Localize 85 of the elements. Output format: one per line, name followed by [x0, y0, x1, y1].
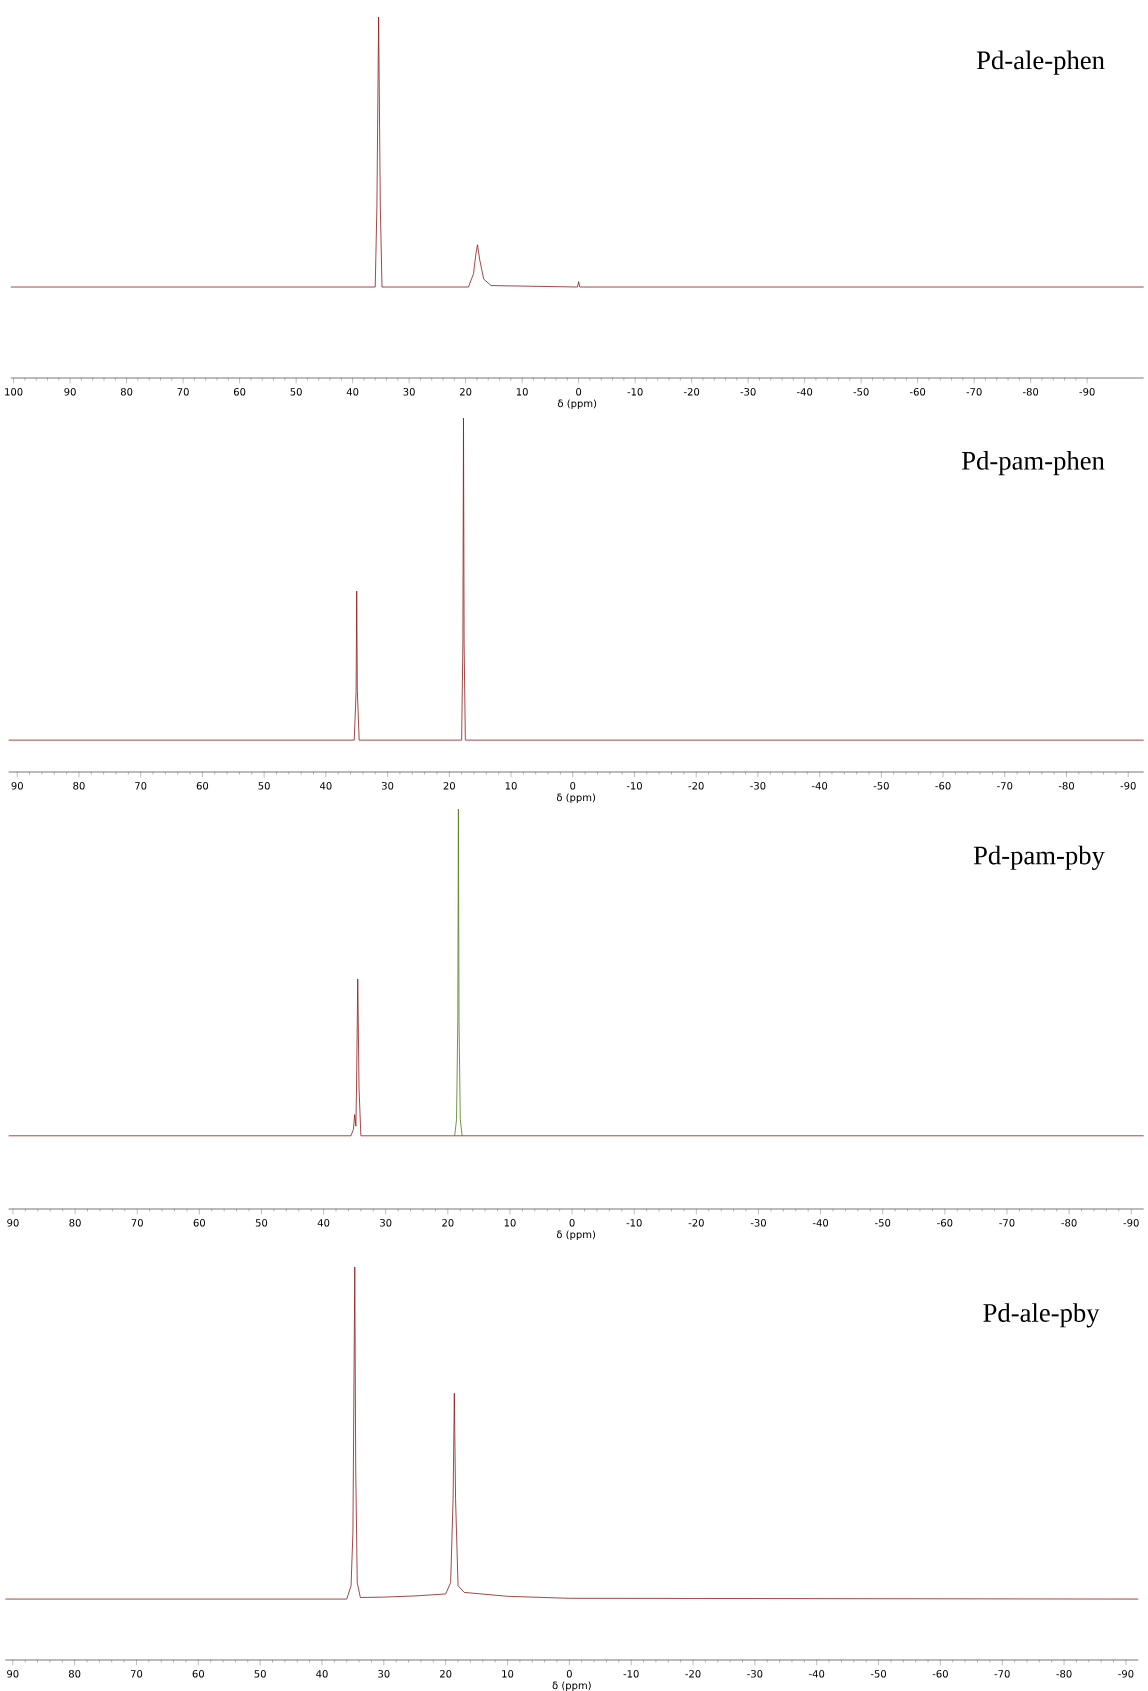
x-tick-label: -90 — [1079, 388, 1095, 396]
x-tick-label: 20 — [440, 1670, 452, 1678]
x-tick-label: -60 — [932, 1670, 948, 1678]
x-tick-label: -30 — [750, 1219, 766, 1227]
x-tick-label: 30 — [380, 1219, 392, 1227]
x-tick-label: -40 — [812, 1219, 829, 1227]
x-tick-label: 30 — [381, 782, 394, 790]
x-tick-label: -10 — [623, 1670, 639, 1678]
text: Pd-ale-pby — [983, 1303, 1100, 1328]
x-tick-label: 60 — [192, 1670, 205, 1678]
x-tick-label: 0 — [569, 1219, 575, 1227]
x-tick-label: 10 — [516, 388, 528, 396]
x-tick-label: 50 — [258, 782, 270, 790]
x-tick-label: 90 — [7, 1670, 19, 1678]
x-tick-label: 20 — [442, 1219, 454, 1227]
x-tick-label: 80 — [68, 1670, 81, 1678]
x-tick-label: -60 — [909, 388, 926, 396]
x-tick-label: -70 — [966, 388, 982, 396]
text: Pd-pam-phen — [962, 451, 1105, 476]
x-axis-title: δ (ppm) — [556, 793, 596, 804]
x-tick-label: 70 — [135, 782, 147, 790]
x-tick-label: 0 — [570, 782, 576, 790]
x-tick-label: -20 — [683, 388, 700, 396]
x-tick-label: -10 — [626, 1219, 642, 1227]
x-tick-label: -50 — [875, 1219, 891, 1227]
x-tick-label: 80 — [69, 1219, 81, 1227]
x-tick-label: -30 — [747, 1670, 763, 1678]
x-tick-label: 80 — [120, 388, 133, 396]
x-tick-label: -50 — [870, 1670, 887, 1678]
x-tick-label: -90 — [1123, 1219, 1139, 1227]
x-tick-label: -40 — [796, 388, 813, 396]
x-tick-label: -60 — [935, 782, 951, 790]
x-tick-label: -90 — [1118, 1670, 1134, 1678]
x-tick-label: -20 — [688, 1219, 704, 1227]
x-tick-label: 30 — [378, 1670, 390, 1678]
x-tick-label: 30 — [403, 388, 415, 396]
x-tick-label: 70 — [130, 1670, 143, 1678]
x-tick-label: 40 — [316, 1670, 328, 1678]
x-tick-label: -30 — [750, 782, 766, 790]
x-tick-label: -60 — [937, 1219, 953, 1227]
x-axis-title: δ (ppm) — [557, 399, 597, 410]
x-tick-label: 20 — [459, 388, 472, 396]
x-tick-label: -70 — [994, 1670, 1010, 1678]
x-axis-title: δ (ppm) — [552, 1681, 591, 1691]
x-tick-label: 50 — [255, 1219, 268, 1227]
text: Pd-ale-phen — [976, 50, 1105, 75]
x-axis-title: δ (ppm) — [556, 1230, 596, 1241]
x-tick-label: -20 — [688, 782, 704, 790]
x-tick-label: 80 — [73, 782, 85, 790]
text: Pd-pam-pby — [973, 845, 1105, 870]
x-tick-label: 70 — [131, 1219, 143, 1227]
x-tick-label: 10 — [502, 1670, 514, 1678]
x-tick-label: -80 — [1061, 1219, 1077, 1227]
x-tick-label: 60 — [193, 1219, 206, 1227]
x-tick-label: 10 — [505, 782, 517, 790]
x-tick-label: 70 — [177, 388, 189, 396]
x-tick-label: -10 — [627, 388, 643, 396]
x-tick-label: 10 — [504, 1219, 516, 1227]
x-tick-label: 90 — [7, 1219, 19, 1227]
x-tick-label: -40 — [811, 782, 828, 790]
x-tick-label: -40 — [809, 1670, 825, 1678]
x-tick-label: 90 — [11, 782, 23, 790]
x-tick-label: 20 — [443, 782, 455, 790]
x-tick-label: -20 — [685, 1670, 701, 1678]
x-tick-label: 90 — [64, 388, 76, 396]
x-tick-label: -80 — [1056, 1670, 1072, 1678]
x-tick-label: -50 — [873, 782, 889, 790]
x-tick-label: -50 — [853, 388, 869, 396]
x-tick-label: 100 — [5, 388, 23, 396]
x-tick-label: -70 — [999, 1219, 1015, 1227]
x-tick-label: -90 — [1120, 782, 1136, 790]
x-tick-label: -80 — [1022, 388, 1039, 396]
x-tick-label: 50 — [290, 388, 302, 396]
x-tick-label: -80 — [1058, 782, 1074, 790]
x-tick-label: -30 — [740, 388, 756, 396]
x-tick-label: 60 — [233, 388, 246, 396]
x-tick-label: 0 — [566, 1670, 572, 1678]
x-tick-label: 40 — [346, 388, 359, 396]
x-tick-label: 0 — [576, 388, 582, 396]
x-tick-label: 50 — [254, 1670, 266, 1678]
x-tick-label: 60 — [196, 782, 209, 790]
x-tick-label: 40 — [319, 782, 332, 790]
x-tick-label: -70 — [997, 782, 1013, 790]
x-tick-label: 40 — [317, 1219, 330, 1227]
x-tick-label: -10 — [626, 782, 642, 790]
